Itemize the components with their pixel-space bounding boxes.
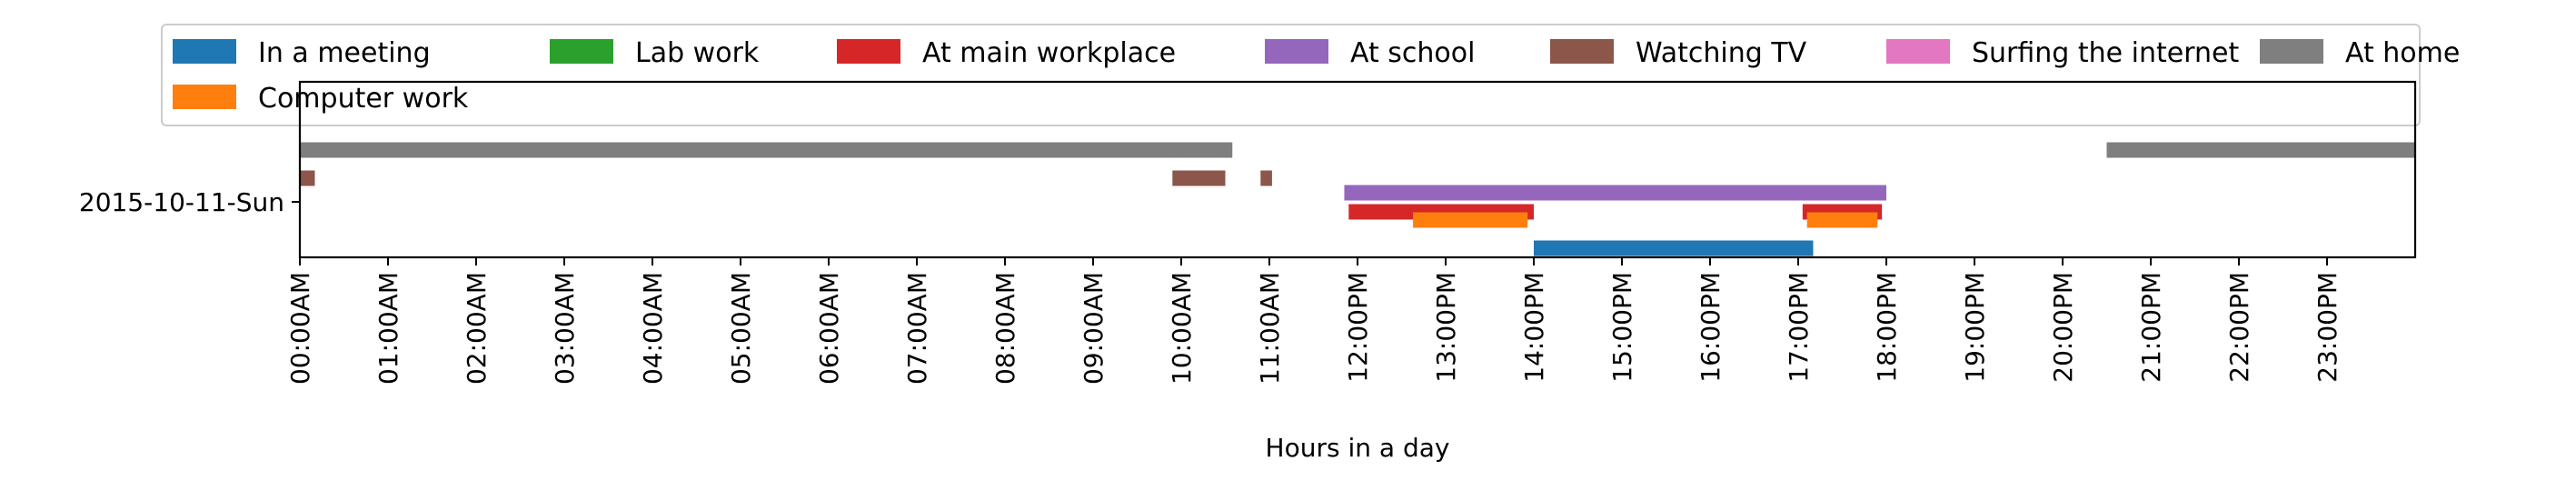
legend-label-0: In a meeting bbox=[258, 37, 431, 69]
bar-7-0 bbox=[1413, 212, 1528, 228]
x-tick-label-14: 14:00PM bbox=[1519, 272, 1549, 383]
bar-7-1 bbox=[1806, 212, 1878, 228]
activity-bars bbox=[300, 142, 2415, 256]
legend-swatch-2 bbox=[837, 39, 900, 64]
bar-4-1 bbox=[1172, 170, 1226, 186]
legend-label-7: Computer work bbox=[258, 83, 469, 115]
legend-swatch-4 bbox=[1550, 39, 1614, 64]
legend-box bbox=[161, 24, 2421, 126]
x-tick-label-5: 05:00AM bbox=[726, 272, 756, 385]
bar-4-2 bbox=[1260, 170, 1272, 186]
x-tick-label-4: 04:00AM bbox=[638, 272, 668, 385]
axes: 2015-10-11-Sun 00:00AM 01:00AM 02:00AM 03:00… bbox=[79, 80, 2417, 385]
x-tick-label-9: 09:00AM bbox=[1079, 272, 1109, 385]
legend-label-1: Lab work bbox=[635, 37, 760, 69]
legend-swatch-0 bbox=[173, 39, 236, 64]
x-tick-label-16: 16:00PM bbox=[1696, 272, 1726, 383]
x-tick-label-17: 17:00PM bbox=[1784, 272, 1814, 383]
legend-swatch-5 bbox=[1886, 39, 1950, 64]
x-tick-label-19: 19:00PM bbox=[1960, 272, 1990, 383]
x-tick-label-7: 07:00AM bbox=[902, 272, 932, 385]
x-tick-label-20: 20:00PM bbox=[2048, 272, 2078, 383]
x-tick-label-0: 00:00AM bbox=[285, 272, 315, 385]
legend: In a meeting Lab work At main workplace At … bbox=[161, 24, 2460, 126]
x-tick-label-2: 02:00AM bbox=[462, 272, 492, 385]
legend-swatch-7 bbox=[173, 85, 236, 109]
x-tick-label-3: 03:00AM bbox=[550, 272, 580, 385]
x-tick-label-6: 06:00AM bbox=[814, 272, 844, 385]
x-axis-label: Hours in a day bbox=[1266, 433, 1450, 463]
x-tick-label-12: 12:00PM bbox=[1343, 272, 1373, 383]
legend-swatch-6 bbox=[2260, 39, 2323, 64]
x-tick-label-8: 08:00AM bbox=[990, 272, 1020, 385]
x-tick-label-23: 23:00PM bbox=[2312, 272, 2342, 383]
x-tick-label-11: 11:00AM bbox=[1255, 272, 1285, 385]
bar-3-0 bbox=[1344, 185, 1886, 201]
x-tick-label-21: 21:00PM bbox=[2136, 272, 2166, 383]
bar-0-0 bbox=[1534, 240, 1814, 256]
legend-swatch-1 bbox=[550, 39, 613, 64]
y-tick-label-0: 2015-10-11-Sun bbox=[79, 187, 284, 217]
legend-label-5: Surfing the internet bbox=[1972, 37, 2239, 69]
legend-swatch-3 bbox=[1265, 39, 1328, 64]
x-tick-label-18: 18:00PM bbox=[1872, 272, 1902, 383]
x-tick-label-15: 15:00PM bbox=[1607, 272, 1637, 383]
legend-label-4: Watching TV bbox=[1636, 37, 1807, 69]
x-tick-label-1: 01:00AM bbox=[373, 272, 403, 385]
bar-4-0 bbox=[300, 170, 315, 186]
legend-label-3: At school bbox=[1350, 37, 1475, 69]
bar-6-1 bbox=[2106, 142, 2415, 158]
x-tick-label-10: 10:00AM bbox=[1167, 272, 1197, 385]
x-tick-label-22: 22:00PM bbox=[2224, 272, 2254, 383]
bar-6-0 bbox=[300, 142, 1233, 158]
x-tick-label-13: 13:00PM bbox=[1431, 272, 1461, 383]
legend-label-2: At main workplace bbox=[922, 37, 1176, 69]
legend-label-6: At home bbox=[2345, 37, 2460, 69]
